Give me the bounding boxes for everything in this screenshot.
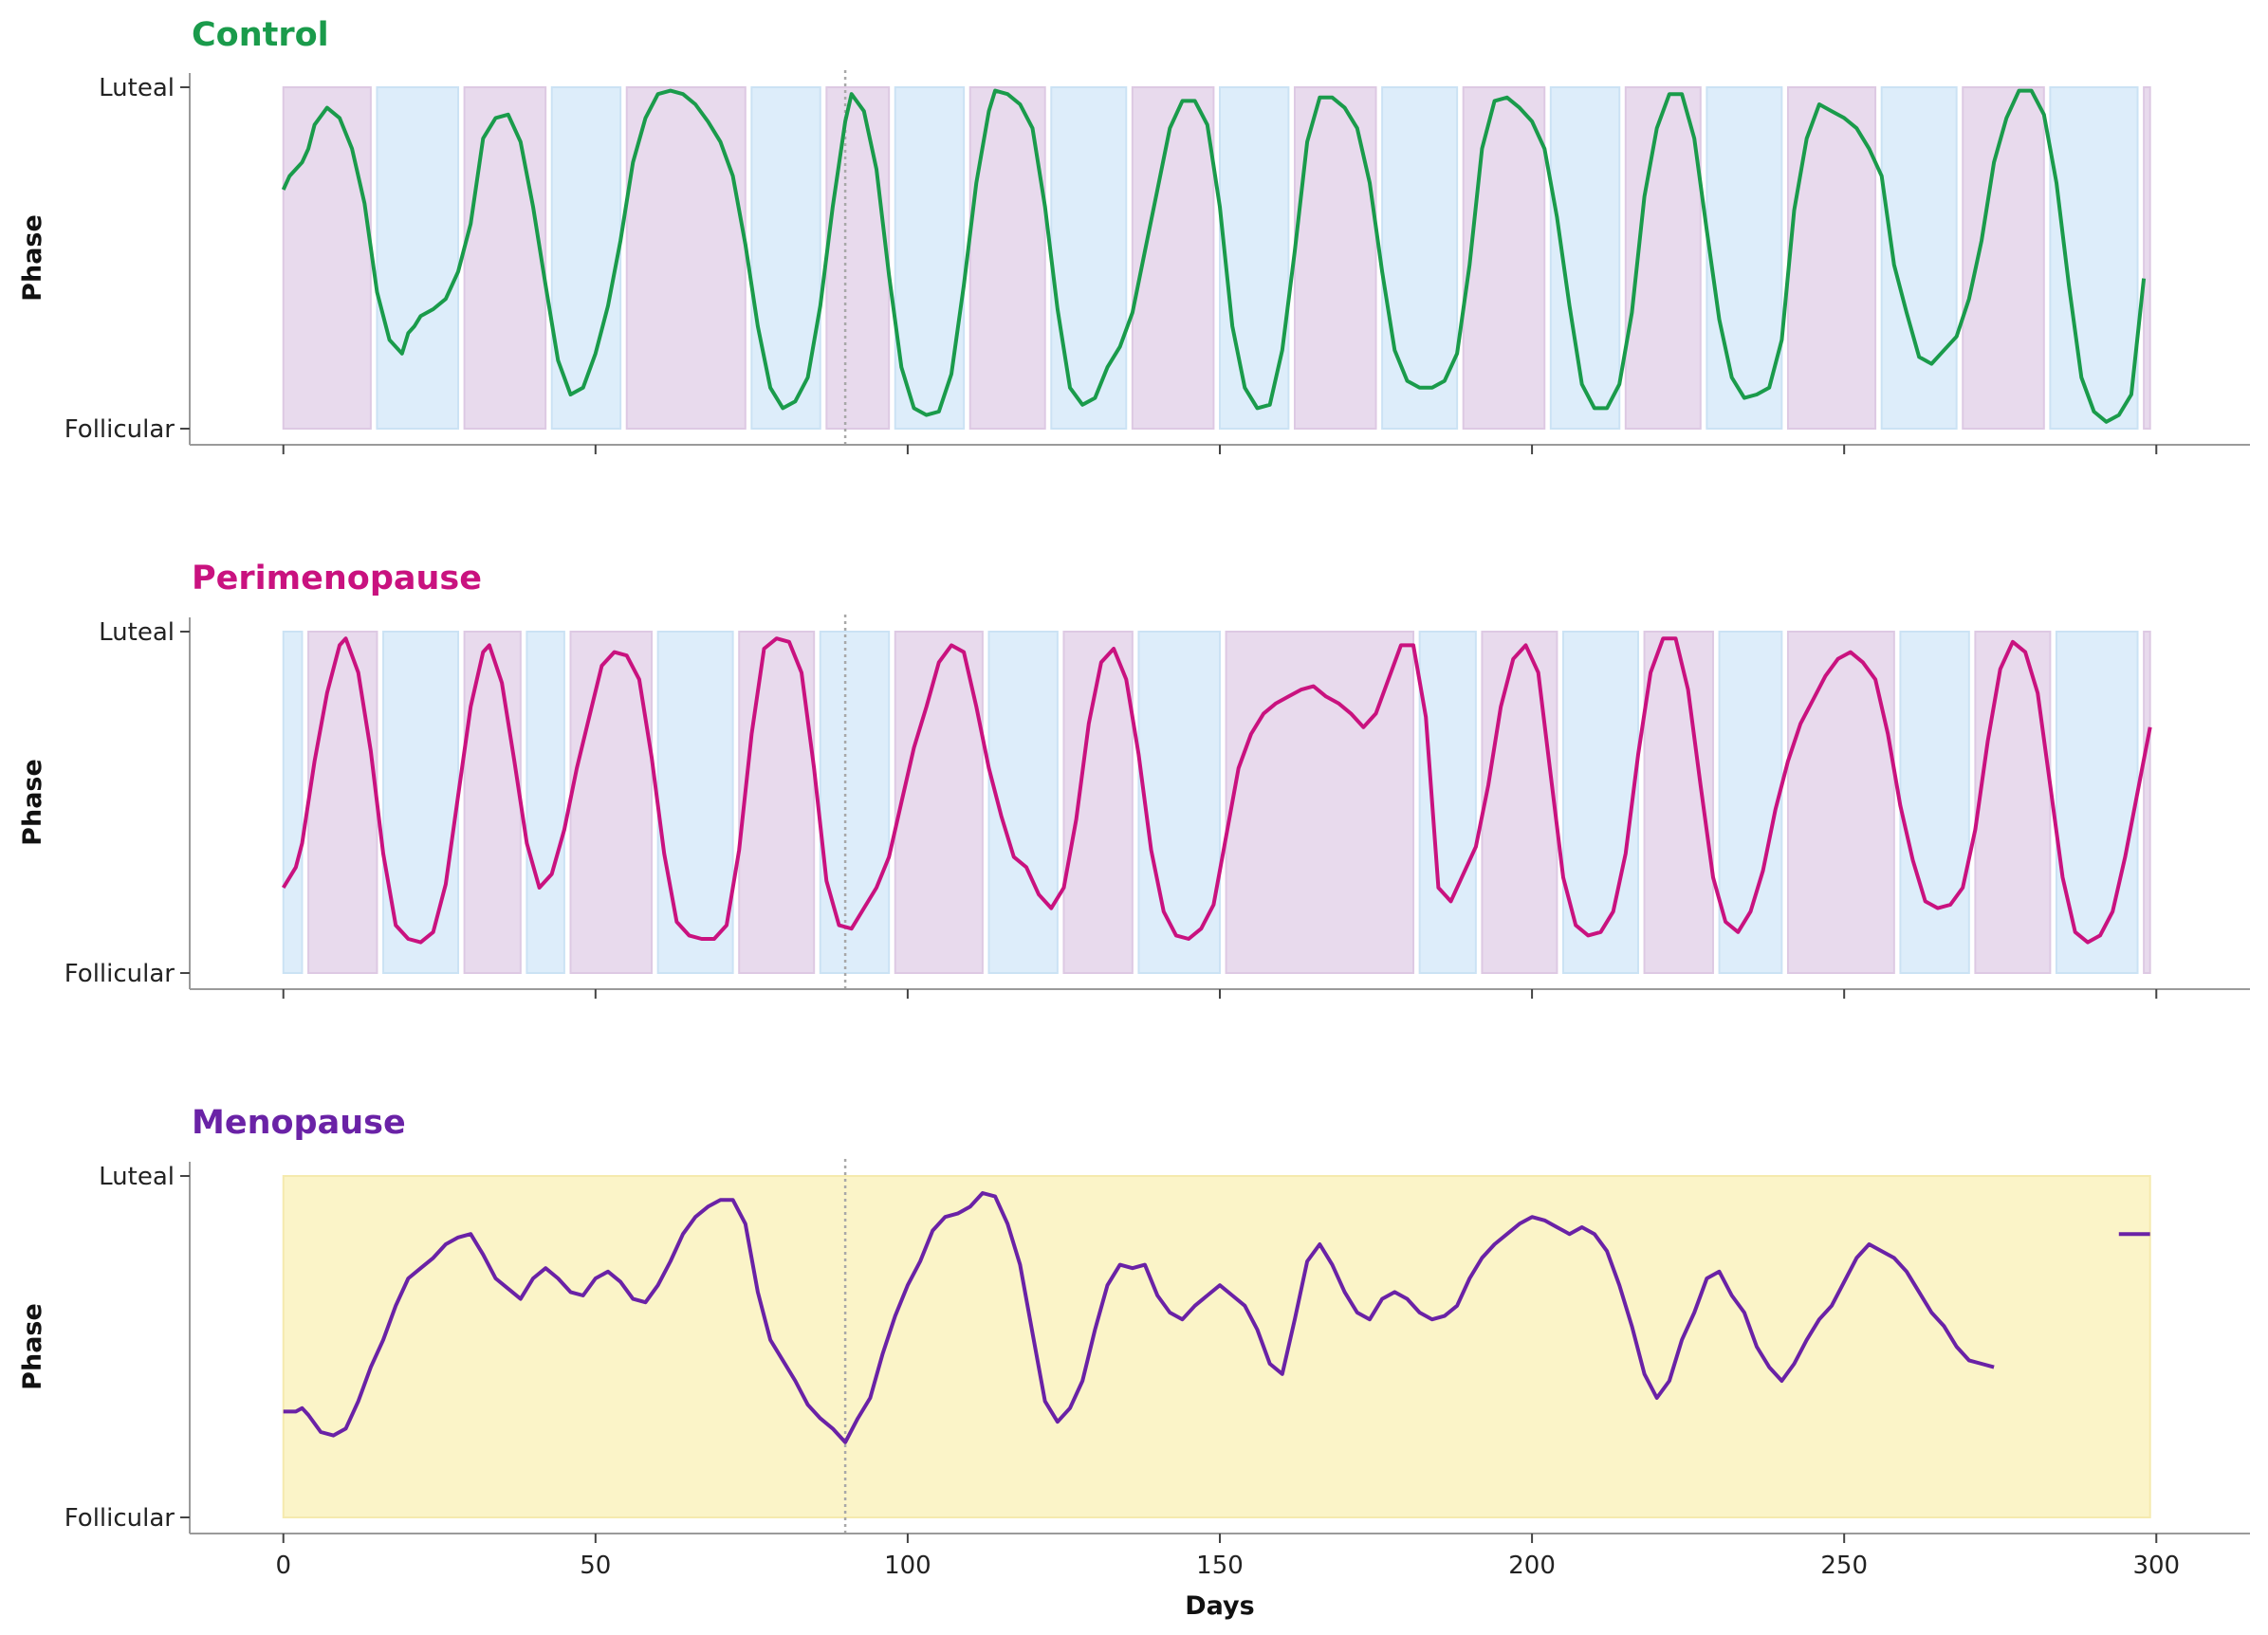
phase-band-follicular [987, 631, 1059, 974]
phase-band-luteal [1062, 631, 1134, 974]
series-line [283, 1191, 1995, 1444]
panel-control: Follicular Luteal Phase Control [18, 16, 2250, 454]
y-tick-label: Follicular [65, 415, 175, 444]
phase-band-follicular [1050, 86, 1128, 430]
phase-band-luteal [1481, 631, 1558, 974]
phase-band-follicular [819, 631, 891, 974]
phase-band-follicular [656, 631, 734, 974]
y-axis-title: Phase [18, 1303, 47, 1390]
phase-band-luteal [1131, 86, 1215, 430]
y-tick-label: Luteal [99, 618, 175, 647]
series-line [281, 88, 2147, 424]
x-axis-title: Days [1185, 1591, 1254, 1621]
panel-title: Perimenopause [192, 560, 482, 597]
phase-band-follicular [526, 631, 565, 974]
y-tick-label: Follicular [65, 960, 175, 988]
x-tick-label: 150 [1196, 1552, 1244, 1580]
y-axis-title: Phase [18, 214, 47, 302]
y-tick-label: Luteal [99, 1163, 175, 1191]
y-tick-label: Follicular [65, 1504, 175, 1533]
x-tick-label: 300 [2132, 1552, 2180, 1580]
phase-band-luteal [738, 631, 816, 974]
y-axis-title: Phase [18, 759, 47, 846]
phase-band-follicular [376, 86, 460, 430]
phase-band-follicular [1718, 631, 1783, 974]
phase-band-luteal [894, 631, 984, 974]
phase-band-luteal [1974, 631, 2052, 974]
x-tick-label: 100 [884, 1552, 931, 1580]
phase-band-luteal [569, 631, 654, 974]
phase-bands [282, 631, 2151, 974]
x-tick-label: 0 [275, 1552, 291, 1580]
phase-band-luteal [2143, 86, 2151, 430]
phase-band-luteal [625, 86, 747, 430]
phase-band-follicular [1418, 631, 1477, 974]
phase-band-luteal [1786, 631, 1895, 974]
series-line [281, 636, 2152, 945]
phase-bands [282, 1175, 2151, 1518]
phase-band-luteal [1786, 86, 1877, 430]
panel-title: Control [192, 16, 329, 54]
y-tick-label: Luteal [99, 74, 175, 102]
phase-band-follicular [1899, 631, 1970, 974]
phase-band-follicular [2049, 86, 2139, 430]
phase-band-luteal [463, 86, 547, 430]
phase-band-luteal [282, 86, 372, 430]
phase-band-follicular [1219, 86, 1290, 430]
x-tick-label: 50 [580, 1552, 611, 1580]
phase-band-luteal [1225, 631, 1415, 974]
phase-band-luteal [463, 631, 522, 974]
x-tick-label: 200 [1508, 1552, 1556, 1580]
phase-band-luteal [1962, 86, 2045, 430]
panel-perimenopause: Follicular Luteal Phase Perimenopause [18, 560, 2250, 999]
x-tick-label: 250 [1820, 1552, 1868, 1580]
phase-band-luteal [2143, 631, 2151, 974]
phase-band-luteal [1462, 86, 1546, 430]
panel-menopause: Follicular Luteal 0 50 100 150 200 250 300 Phase M… [18, 1104, 2250, 1580]
phase-band-follicular [1562, 631, 1639, 974]
phase-band-follicular [282, 631, 304, 974]
phase-band-follicular [2055, 631, 2139, 974]
phase-band-follicular [750, 86, 821, 430]
phase-band-menopause [282, 1175, 2151, 1518]
phase-band-luteal [825, 86, 891, 430]
phase-band-luteal [307, 631, 378, 974]
phase-band-follicular [1381, 86, 1459, 430]
panel-title: Menopause [192, 1104, 406, 1142]
phase-band-follicular [1137, 631, 1222, 974]
phase-band-follicular [1706, 86, 1783, 430]
